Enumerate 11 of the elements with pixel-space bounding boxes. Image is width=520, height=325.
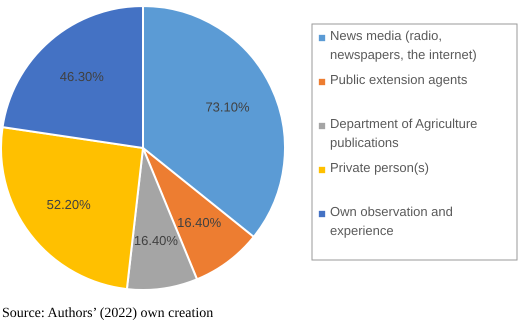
legend-label: Public extension agents	[330, 72, 468, 87]
data-label: 46.30%	[60, 69, 104, 84]
data-label: 73.10%	[205, 99, 250, 114]
data-label: 52.20%	[46, 197, 92, 212]
legend-label: Department of Agriculture publications	[330, 116, 478, 150]
legend-label: News media (radio, newspapers, the internet)	[330, 28, 477, 62]
source-note: Source: Authors’ (2022) own creation	[2, 306, 214, 321]
legend-label: Private person(s)	[330, 160, 429, 175]
data-label: 16.40%	[177, 215, 222, 230]
legend-label: Own observation and experience	[330, 204, 453, 238]
data-label: 16.40%	[134, 232, 178, 248]
